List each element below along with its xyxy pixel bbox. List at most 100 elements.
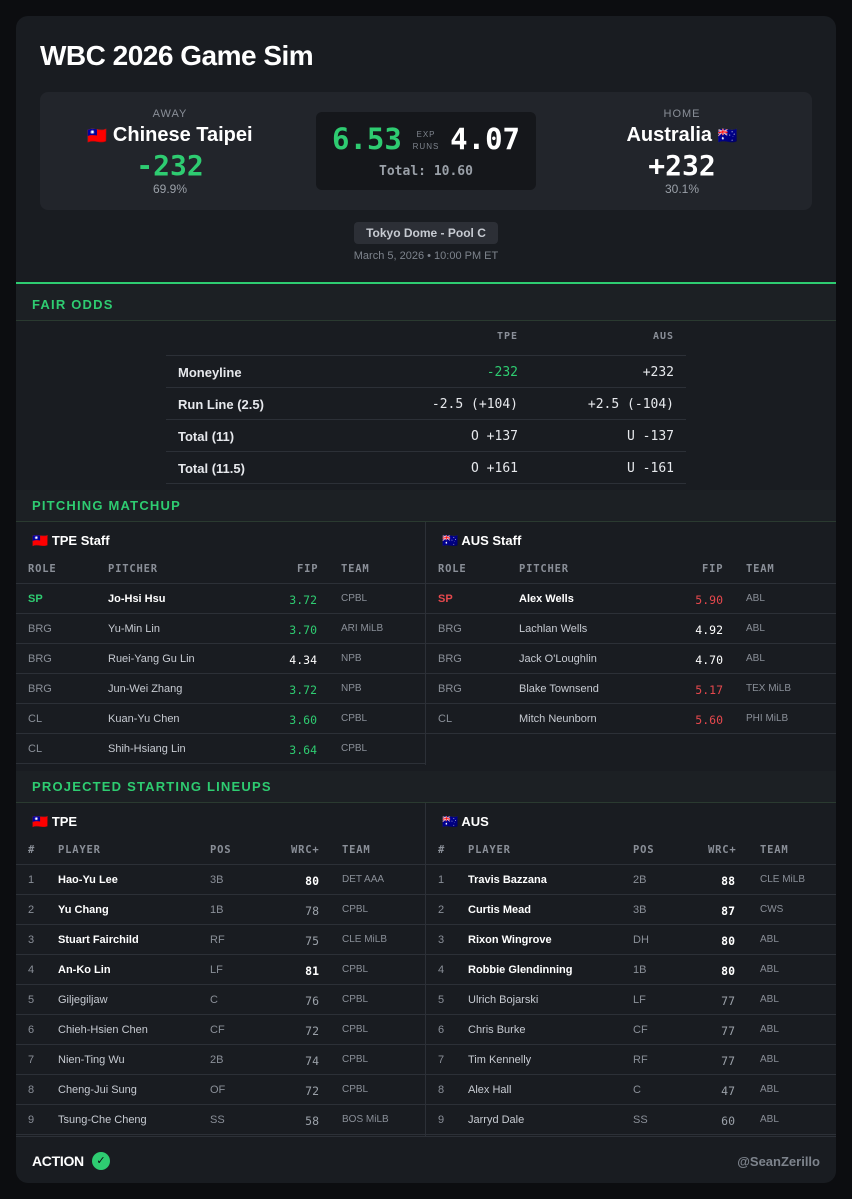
th-player: PLAYER <box>468 844 511 856</box>
total-runs: Total: 10.60 <box>379 164 473 179</box>
lineup-num: 1 <box>438 874 445 886</box>
australia-flag-icon: 🇦🇺 <box>442 533 459 548</box>
fair-odds-label: Moneyline <box>178 365 242 380</box>
th-pos: POS <box>210 844 232 856</box>
lineup-player: Travis Bazzana <box>468 874 547 886</box>
pitcher-team: PHI MiLB <box>746 713 789 724</box>
pitcher-name: Ruei-Yang Gu Lin <box>108 653 195 665</box>
lineup-num: 9 <box>28 1114 35 1126</box>
away-win-pct: 69.9% <box>152 182 188 196</box>
pitcher-team: CPBL <box>341 713 368 724</box>
lineup-num: 3 <box>28 934 35 946</box>
away-team-label: Chinese Taipei <box>112 124 253 146</box>
away-team-block: AWAY 🇹🇼 Chinese Taipei -232 69.9% <box>40 92 300 196</box>
tpe-staff-label: TPE Staff <box>51 533 110 548</box>
lineup-pos: C <box>210 994 218 1006</box>
lineup-row: 9 Jarryd Dale SS 60 ABL <box>426 1105 836 1135</box>
lineup-num: 5 <box>438 994 445 1006</box>
fair-odds-away: -232 <box>486 365 518 380</box>
lineup-player: Chieh-Hsien Chen <box>58 1024 148 1036</box>
expected-runs-box: 6.53 EXP RUNS 4.07 Total: 10.60 <box>316 112 536 190</box>
pitcher-fip: 5.17 <box>695 683 723 697</box>
lineup-wrc: 81 <box>305 964 319 978</box>
th-num: # <box>28 844 36 856</box>
lineup-row: 1 Hao-Yu Lee 3B 80 DET AAA <box>16 865 425 895</box>
lineup-num: 8 <box>28 1084 35 1096</box>
lineup-num: 2 <box>438 904 445 916</box>
australia-flag-icon: 🇦🇺 <box>717 128 738 145</box>
home-team-block: HOME Australia 🇦🇺 +232 30.1% <box>552 92 812 196</box>
pitcher-role: BRG <box>28 683 52 695</box>
lineup-team: CLE MiLB <box>342 934 388 945</box>
pitcher-role: BRG <box>28 623 52 635</box>
lineup-num: 3 <box>438 934 445 946</box>
col-home: AUS <box>652 331 674 342</box>
aus-lineup-panel: 🇦🇺 AUS # PLAYER POS WRC+ TEAM 1 Travis Ba… <box>426 803 836 1136</box>
fair-odds-rows: Moneyline -232 +232 Run Line (2.5) -2.5 (+10… <box>166 356 686 484</box>
lineup-wrc: 47 <box>721 1084 735 1098</box>
lineup-row: 8 Cheng-Jui Sung OF 72 CPBL <box>16 1075 425 1105</box>
th-num: # <box>438 844 446 856</box>
pitcher-name: Jo-Hsi Hsu <box>108 593 166 605</box>
lineup-pos: OF <box>210 1084 226 1096</box>
pitcher-row: BRG Jack O'Loughlin 4.70 ABL <box>426 644 836 674</box>
fair-odds-home: U -137 <box>627 429 674 444</box>
pitcher-fip: 4.92 <box>695 623 723 637</box>
matchup-summary: AWAY 🇹🇼 Chinese Taipei -232 69.9% 6.53 E… <box>40 92 812 210</box>
lineup-team: ABL <box>760 1114 779 1125</box>
lineup-player: Chris Burke <box>468 1024 526 1036</box>
home-team-label: Australia <box>626 124 713 146</box>
lineup-pos: LF <box>633 994 646 1006</box>
pitcher-role: BRG <box>438 683 462 695</box>
lineup-wrc: 60 <box>721 1114 735 1128</box>
pitcher-row: SP Jo-Hsi Hsu 3.72 CPBL <box>16 584 425 614</box>
pitcher-team: ARI MiLB <box>341 623 384 634</box>
lineup-wrc: 80 <box>721 934 735 948</box>
lineups-header: PROJECTED STARTING LINEUPS <box>16 771 836 803</box>
exp-runs-label: EXP RUNS <box>409 129 443 153</box>
pitcher-role: BRG <box>438 653 462 665</box>
pitching-title: PITCHING MATCHUP <box>32 498 181 513</box>
aus-staff-header-row: ROLE PITCHER FIP TEAM <box>426 556 836 584</box>
lineup-row: 5 Giljegiljaw C 76 CPBL <box>16 985 425 1015</box>
lineup-pos: 3B <box>633 904 647 916</box>
lineup-wrc: 78 <box>305 904 319 918</box>
lineup-player: An-Ko Lin <box>58 964 111 976</box>
pitcher-team: ABL <box>746 653 765 664</box>
lineup-team: CPBL <box>342 904 369 915</box>
th-wrc: WRC+ <box>291 844 320 856</box>
lineup-row: 2 Curtis Mead 3B 87 CWS <box>426 895 836 925</box>
fair-odds-away: -2.5 (+104) <box>431 397 518 412</box>
lineup-team: ABL <box>760 1084 779 1095</box>
lineup-num: 6 <box>28 1024 35 1036</box>
lineup-pos: CF <box>633 1024 648 1036</box>
lineup-row: 3 Stuart Fairchild RF 75 CLE MiLB <box>16 925 425 955</box>
lineup-row: 6 Chieh-Hsien Chen CF 72 CPBL <box>16 1015 425 1045</box>
lineup-player: Tim Kennelly <box>468 1054 532 1066</box>
lineup-pos: LF <box>210 964 223 976</box>
pitcher-team: ABL <box>746 593 765 604</box>
lineup-player: Curtis Mead <box>468 904 531 916</box>
lineup-team: ABL <box>760 994 779 1005</box>
lineup-row: 3 Rixon Wingrove DH 80 ABL <box>426 925 836 955</box>
lineup-num: 5 <box>28 994 35 1006</box>
lineup-wrc: 58 <box>305 1114 319 1128</box>
lineup-num: 9 <box>438 1114 445 1126</box>
lineup-team: ABL <box>760 1054 779 1065</box>
th-team: TEAM <box>746 563 775 575</box>
lineup-wrc: 77 <box>721 1054 735 1068</box>
th-fip: FIP <box>297 563 319 575</box>
pitcher-role: SP <box>438 593 453 605</box>
aus-lineup-header-row: # PLAYER POS WRC+ TEAM <box>426 837 836 865</box>
pitcher-row: BRG Jun-Wei Zhang 3.72 NPB <box>16 674 425 704</box>
game-sim-card: WBC 2026 Game Sim AWAY 🇹🇼 Chinese Taipei… <box>16 16 836 1183</box>
lineup-team: CPBL <box>342 994 369 1005</box>
lineups-title: PROJECTED STARTING LINEUPS <box>32 779 272 794</box>
pitcher-team: TEX MiLB <box>746 683 792 694</box>
home-moneyline: +232 <box>648 149 716 182</box>
pitcher-role: CL <box>438 713 453 725</box>
lineup-wrc: 80 <box>721 964 735 978</box>
pitcher-name: Shih-Hsiang Lin <box>108 743 186 755</box>
pitcher-fip: 4.70 <box>695 653 723 667</box>
pitcher-name: Kuan-Yu Chen <box>108 713 180 725</box>
